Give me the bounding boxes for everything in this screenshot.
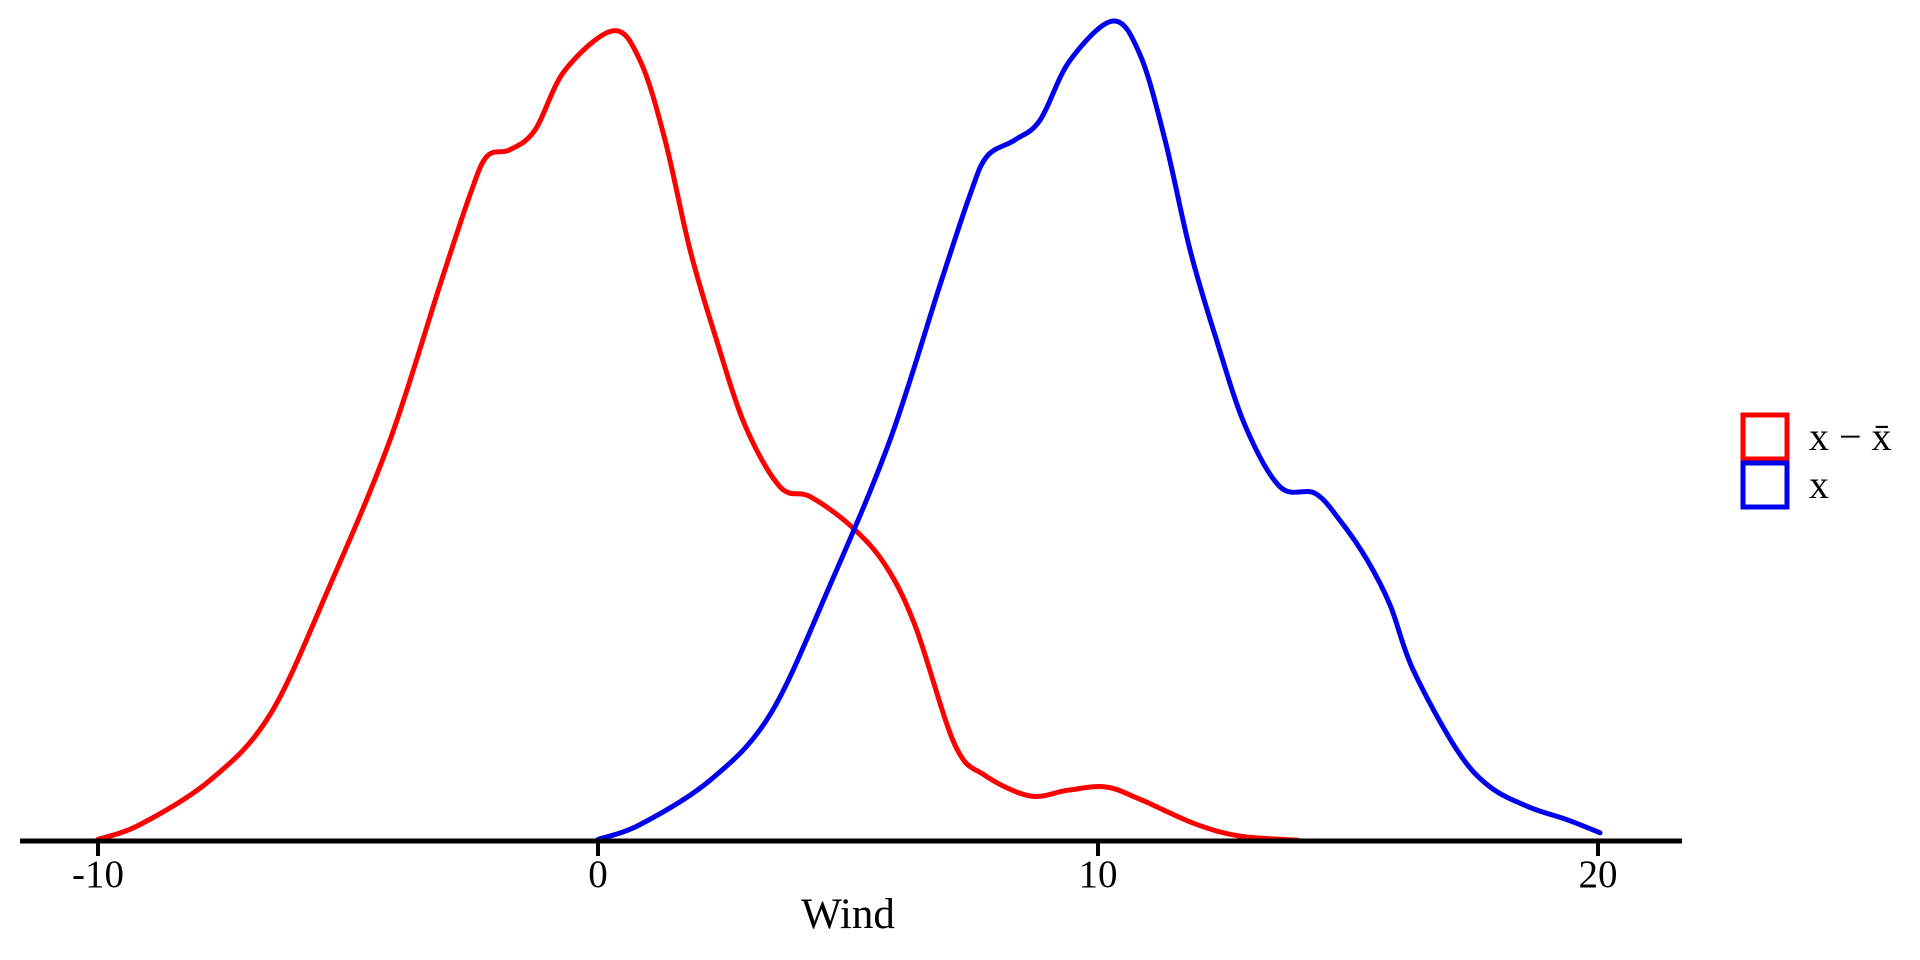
legend: x − x̄ x bbox=[1740, 412, 1892, 510]
legend-swatch-blue bbox=[1740, 460, 1790, 510]
density-curves bbox=[95, 18, 1603, 843]
x-axis-title: Wind bbox=[801, 891, 895, 938]
x-tick-label: 10 bbox=[1079, 853, 1118, 896]
density-curve-x-minus-xbar bbox=[95, 28, 1301, 843]
x-axis-tick-labels: -10 0 10 20 bbox=[72, 853, 1618, 896]
legend-item-x: x bbox=[1740, 460, 1829, 510]
x-tick-label: 0 bbox=[588, 853, 608, 896]
legend-swatch-red bbox=[1740, 412, 1790, 462]
density-curve-x bbox=[595, 18, 1603, 842]
x-tick-label: -10 bbox=[72, 853, 124, 896]
legend-item-x-minus-xbar: x − x̄ bbox=[1740, 412, 1892, 462]
legend-label-x-minus-xbar: x − x̄ bbox=[1809, 414, 1892, 459]
x-tick-label: 20 bbox=[1579, 853, 1618, 896]
x-axis-ticks bbox=[96, 839, 1600, 856]
legend-label-x: x bbox=[1809, 462, 1829, 507]
